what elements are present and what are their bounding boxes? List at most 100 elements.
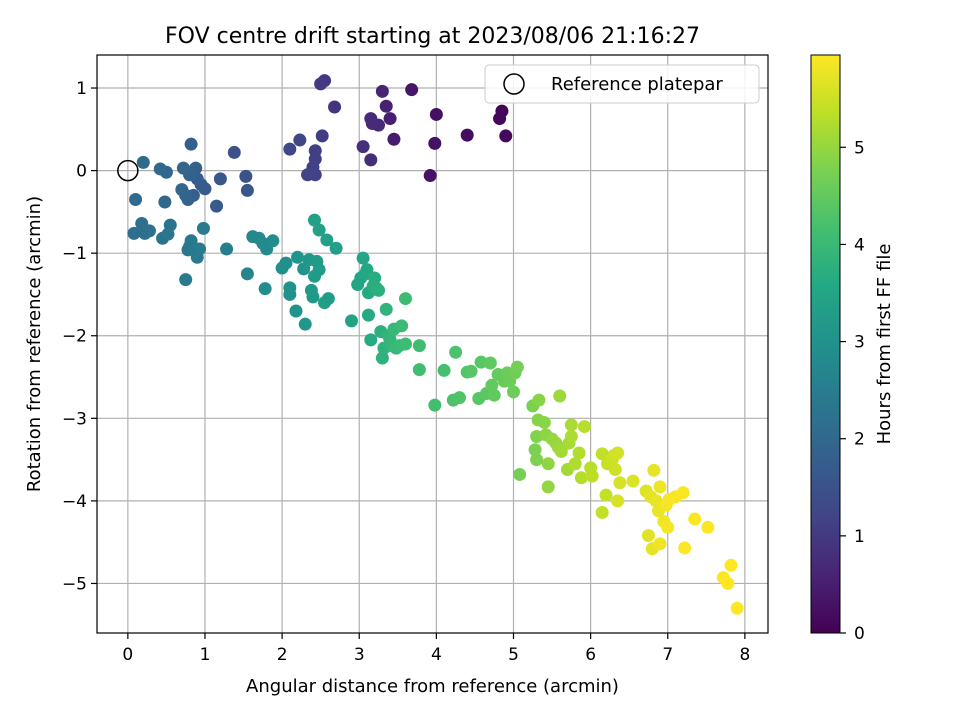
x-tick-label: 5 — [508, 645, 519, 665]
legend-marker-open-circle — [503, 73, 525, 95]
data-point — [329, 241, 343, 255]
data-point — [321, 292, 335, 306]
data-point — [312, 263, 326, 277]
plot-frame — [96, 54, 769, 634]
data-point — [283, 287, 297, 301]
data-point — [530, 453, 544, 467]
data-point — [328, 100, 342, 114]
data-point — [510, 360, 524, 374]
data-point — [626, 474, 640, 488]
x-tick-label: 3 — [354, 645, 365, 665]
data-point — [641, 529, 655, 543]
data-point — [611, 446, 625, 460]
data-point — [356, 140, 370, 154]
colorbar-tick-label: 4 — [854, 235, 865, 255]
data-point — [701, 520, 715, 534]
colorbar — [810, 54, 841, 634]
data-point — [315, 129, 329, 143]
data-point — [279, 256, 293, 270]
data-point — [537, 415, 551, 429]
data-point — [485, 378, 499, 392]
data-point — [460, 128, 474, 142]
data-point — [312, 223, 326, 237]
data-point — [127, 226, 141, 240]
x-tick-label: 6 — [585, 645, 596, 665]
x-axis-ticks: 0 1 2 3 4 5 6 7 8 — [122, 633, 750, 665]
data-point — [210, 199, 224, 213]
x-tick-label: 4 — [431, 645, 442, 665]
y-tick-label: −3 — [62, 409, 87, 429]
y-axis-label: Rotation from reference (arcmin) — [24, 196, 45, 492]
data-point — [283, 142, 297, 156]
legend-label: Reference platepar — [551, 74, 723, 95]
data-point — [364, 153, 378, 167]
data-point — [653, 480, 667, 494]
data-point — [399, 337, 413, 351]
data-point — [613, 476, 627, 490]
data-point — [372, 283, 386, 297]
data-point — [437, 363, 451, 377]
data-point — [554, 444, 568, 458]
data-point — [301, 168, 315, 182]
data-point — [608, 463, 622, 477]
x-tick-label: 7 — [662, 645, 673, 665]
data-point — [345, 314, 359, 328]
colorbar-tick-label: 1 — [854, 527, 865, 547]
data-point — [568, 457, 582, 471]
data-point — [395, 319, 409, 333]
data-point — [375, 351, 389, 365]
x-tick-label: 1 — [200, 645, 211, 665]
grid-lines — [97, 55, 768, 633]
data-point — [129, 193, 143, 206]
data-point — [574, 471, 588, 485]
data-point — [314, 77, 328, 91]
data-point — [181, 243, 195, 257]
legend: Reference platepar — [484, 64, 760, 104]
data-point — [721, 576, 735, 590]
colorbar-tick-label: 2 — [854, 430, 865, 450]
data-point — [661, 520, 675, 534]
data-point — [227, 145, 241, 159]
y-tick-label: 0 — [76, 162, 87, 182]
data-point — [161, 227, 175, 241]
y-tick-label: −4 — [62, 492, 87, 512]
data-point — [428, 398, 442, 412]
data-point — [449, 345, 463, 359]
data-point — [532, 393, 546, 407]
colorbar-ticks: 0 1 2 3 4 5 — [840, 138, 865, 644]
data-point — [724, 558, 738, 572]
data-point — [176, 161, 190, 175]
data-point — [291, 250, 305, 264]
data-point — [487, 388, 501, 402]
data-point — [564, 429, 578, 443]
data-point — [136, 155, 150, 169]
data-point — [688, 512, 702, 526]
data-point — [184, 137, 198, 151]
data-point — [364, 112, 378, 126]
data-point — [541, 480, 555, 494]
data-point — [595, 505, 609, 519]
data-point — [585, 469, 599, 483]
reference-platepar-marker — [117, 159, 139, 182]
data-point — [153, 162, 167, 176]
data-point — [379, 99, 393, 113]
data-point — [412, 363, 426, 377]
data-point — [179, 273, 193, 287]
data-point — [298, 317, 312, 331]
data-point — [361, 308, 375, 322]
data-point — [320, 233, 334, 247]
data-point — [360, 263, 374, 277]
data-point — [239, 169, 253, 183]
data-point — [289, 304, 303, 318]
data-point — [307, 213, 321, 227]
data-point — [240, 183, 254, 197]
data-point — [653, 537, 667, 551]
data-point — [595, 447, 609, 461]
colorbar-tick-label: 3 — [854, 333, 865, 353]
data-point — [647, 463, 661, 477]
data-point — [553, 389, 567, 403]
data-point — [564, 418, 578, 432]
data-point — [193, 242, 207, 256]
data-point — [577, 420, 591, 434]
x-tick-label: 2 — [277, 645, 288, 665]
